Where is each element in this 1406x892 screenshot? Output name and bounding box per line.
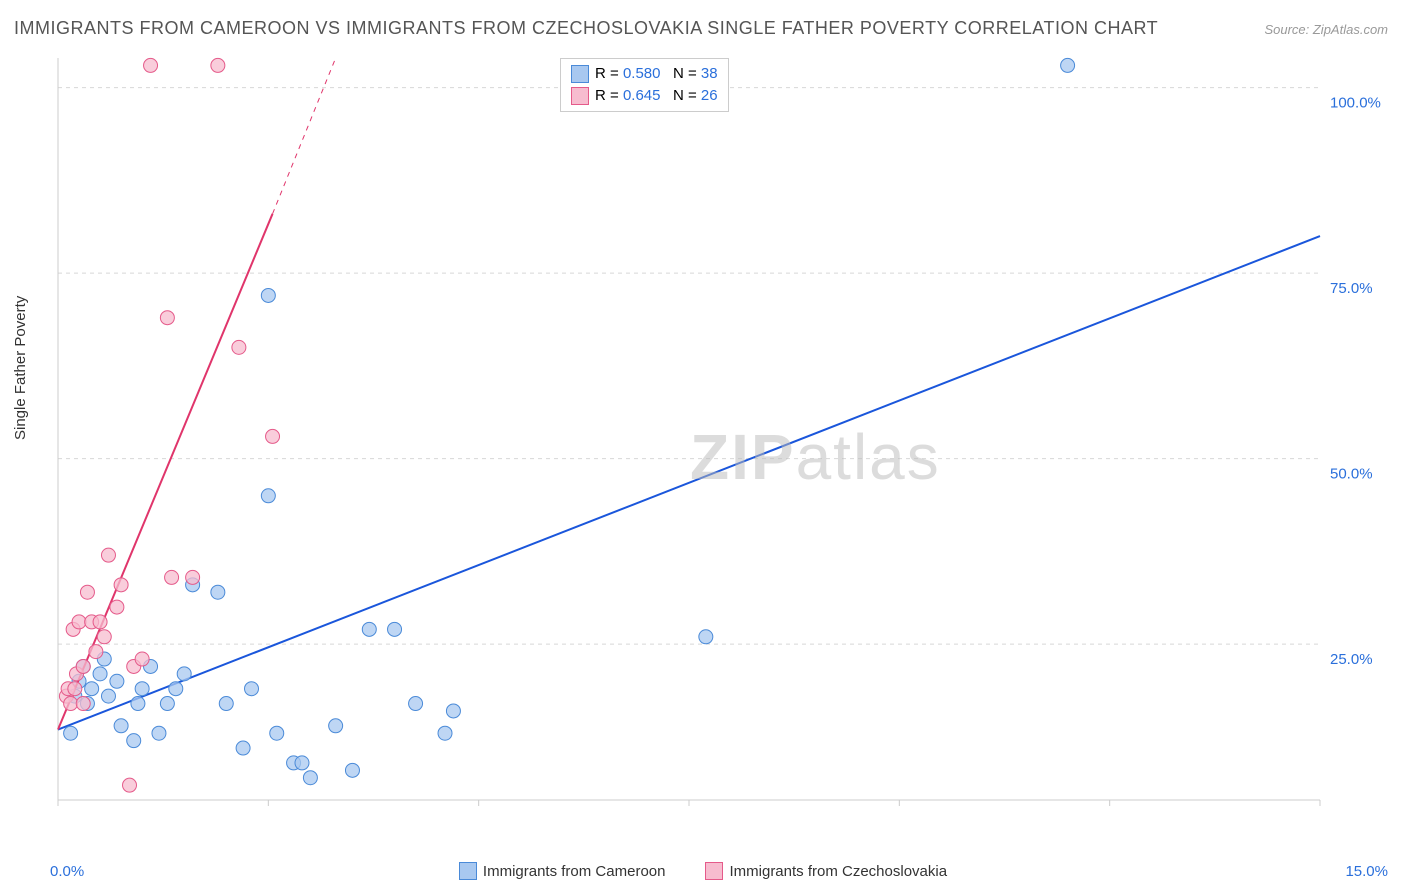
y-axis-label: Single Father Poverty (12, 296, 29, 440)
legözellik-series-item: Immigrants from Czechoslovakia (705, 862, 947, 880)
legend-series-label: Immigrants from Czechoslovakia (729, 863, 947, 880)
correlation-legend: R = 0.580 N = 38 R = 0.645 N = 26 (560, 58, 729, 112)
legözellik-series-item: Immigrants from Cameroon (459, 862, 666, 880)
svg-text:50.0%: 50.0% (1330, 466, 1373, 483)
legend-swatch-icon (459, 862, 477, 880)
chart-title: IMMIGRANTS FROM CAMEROON VS IMMIGRANTS F… (14, 18, 1158, 39)
svg-text:75.0%: 75.0% (1330, 280, 1373, 297)
scatter-plot: 25.0% 50.0% 75.0% 100.0% (50, 50, 1390, 840)
legend-swatch-icon (571, 65, 589, 83)
legend-r-label: R = 0.580 N = 38 (595, 63, 718, 85)
series-legend: Immigrants from Cameroon Immigrants from … (0, 862, 1406, 880)
legend-swatch-icon (571, 87, 589, 105)
source-label: Source: ZipAtlas.com (1264, 22, 1388, 37)
legend-correlation-row: R = 0.580 N = 38 (571, 63, 718, 85)
legend-r-label: R = 0.645 N = 26 (595, 85, 718, 107)
legend-correlation-row: R = 0.645 N = 26 (571, 85, 718, 107)
svg-text:25.0%: 25.0% (1330, 651, 1373, 668)
legend-series-label: Immigrants from Cameroon (483, 863, 666, 880)
svg-text:100.0%: 100.0% (1330, 95, 1381, 112)
legend-swatch-icon (705, 862, 723, 880)
